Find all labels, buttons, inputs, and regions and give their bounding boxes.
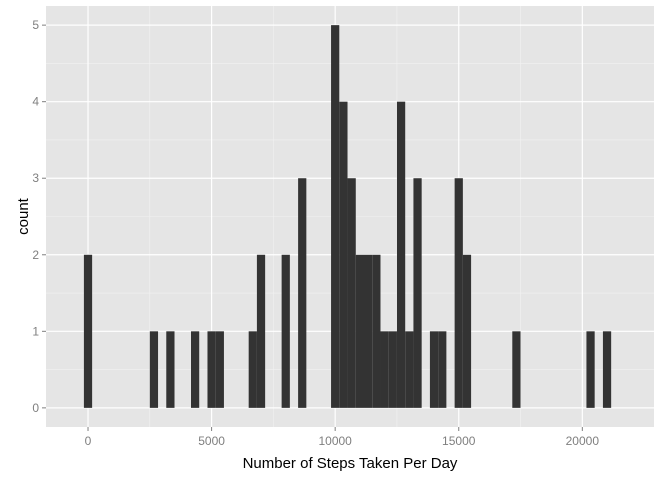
histogram-bar bbox=[166, 331, 175, 408]
y-tick-label: 1 bbox=[32, 324, 39, 338]
histogram-bar bbox=[438, 331, 447, 408]
histogram-bars bbox=[83, 25, 612, 408]
histogram-bar bbox=[149, 331, 159, 408]
histogram-bar bbox=[512, 331, 521, 408]
y-axis-ticks: 0 1 2 3 4 5 bbox=[32, 18, 46, 415]
y-tick-label: 4 bbox=[32, 95, 39, 109]
x-tick-label: 20000 bbox=[566, 434, 600, 448]
x-tick-label: 15000 bbox=[442, 434, 476, 448]
histogram-bar bbox=[339, 101, 348, 408]
y-tick-label: 0 bbox=[32, 401, 39, 415]
histogram-bar bbox=[429, 331, 439, 408]
histogram-bar bbox=[602, 331, 612, 408]
histogram-bar bbox=[413, 178, 422, 408]
x-axis-title: Number of Steps Taken Per Day bbox=[243, 455, 458, 472]
histogram-bar bbox=[380, 331, 389, 408]
histogram-bar bbox=[364, 254, 373, 408]
histogram-bar bbox=[83, 254, 93, 408]
histogram-bar bbox=[454, 178, 463, 408]
histogram-bar bbox=[586, 331, 595, 408]
histogram-bar bbox=[355, 254, 365, 408]
x-tick-label: 10000 bbox=[318, 434, 352, 448]
histogram-bar bbox=[215, 331, 224, 408]
y-tick-label: 2 bbox=[32, 248, 39, 262]
histogram-bar bbox=[207, 331, 216, 408]
histogram-bar bbox=[256, 254, 266, 408]
histogram-bar bbox=[347, 178, 356, 408]
x-tick-label: 5000 bbox=[198, 434, 225, 448]
x-tick-label: 0 bbox=[85, 434, 92, 448]
x-axis-ticks: 0 5000 10000 15000 20000 bbox=[85, 427, 600, 448]
histogram-bar bbox=[396, 101, 406, 408]
histogram-bar bbox=[462, 254, 472, 408]
y-axis-title: count bbox=[15, 197, 32, 235]
histogram-bar bbox=[281, 254, 290, 408]
histogram-bar bbox=[331, 25, 340, 408]
histogram-bar bbox=[388, 331, 397, 408]
histogram-bar bbox=[372, 254, 381, 408]
histogram-bar bbox=[248, 331, 257, 408]
y-tick-label: 5 bbox=[32, 18, 39, 32]
histogram-bar bbox=[190, 331, 200, 408]
y-tick-label: 3 bbox=[32, 171, 39, 185]
histogram-bar bbox=[405, 331, 414, 408]
histogram-bar bbox=[298, 178, 307, 408]
